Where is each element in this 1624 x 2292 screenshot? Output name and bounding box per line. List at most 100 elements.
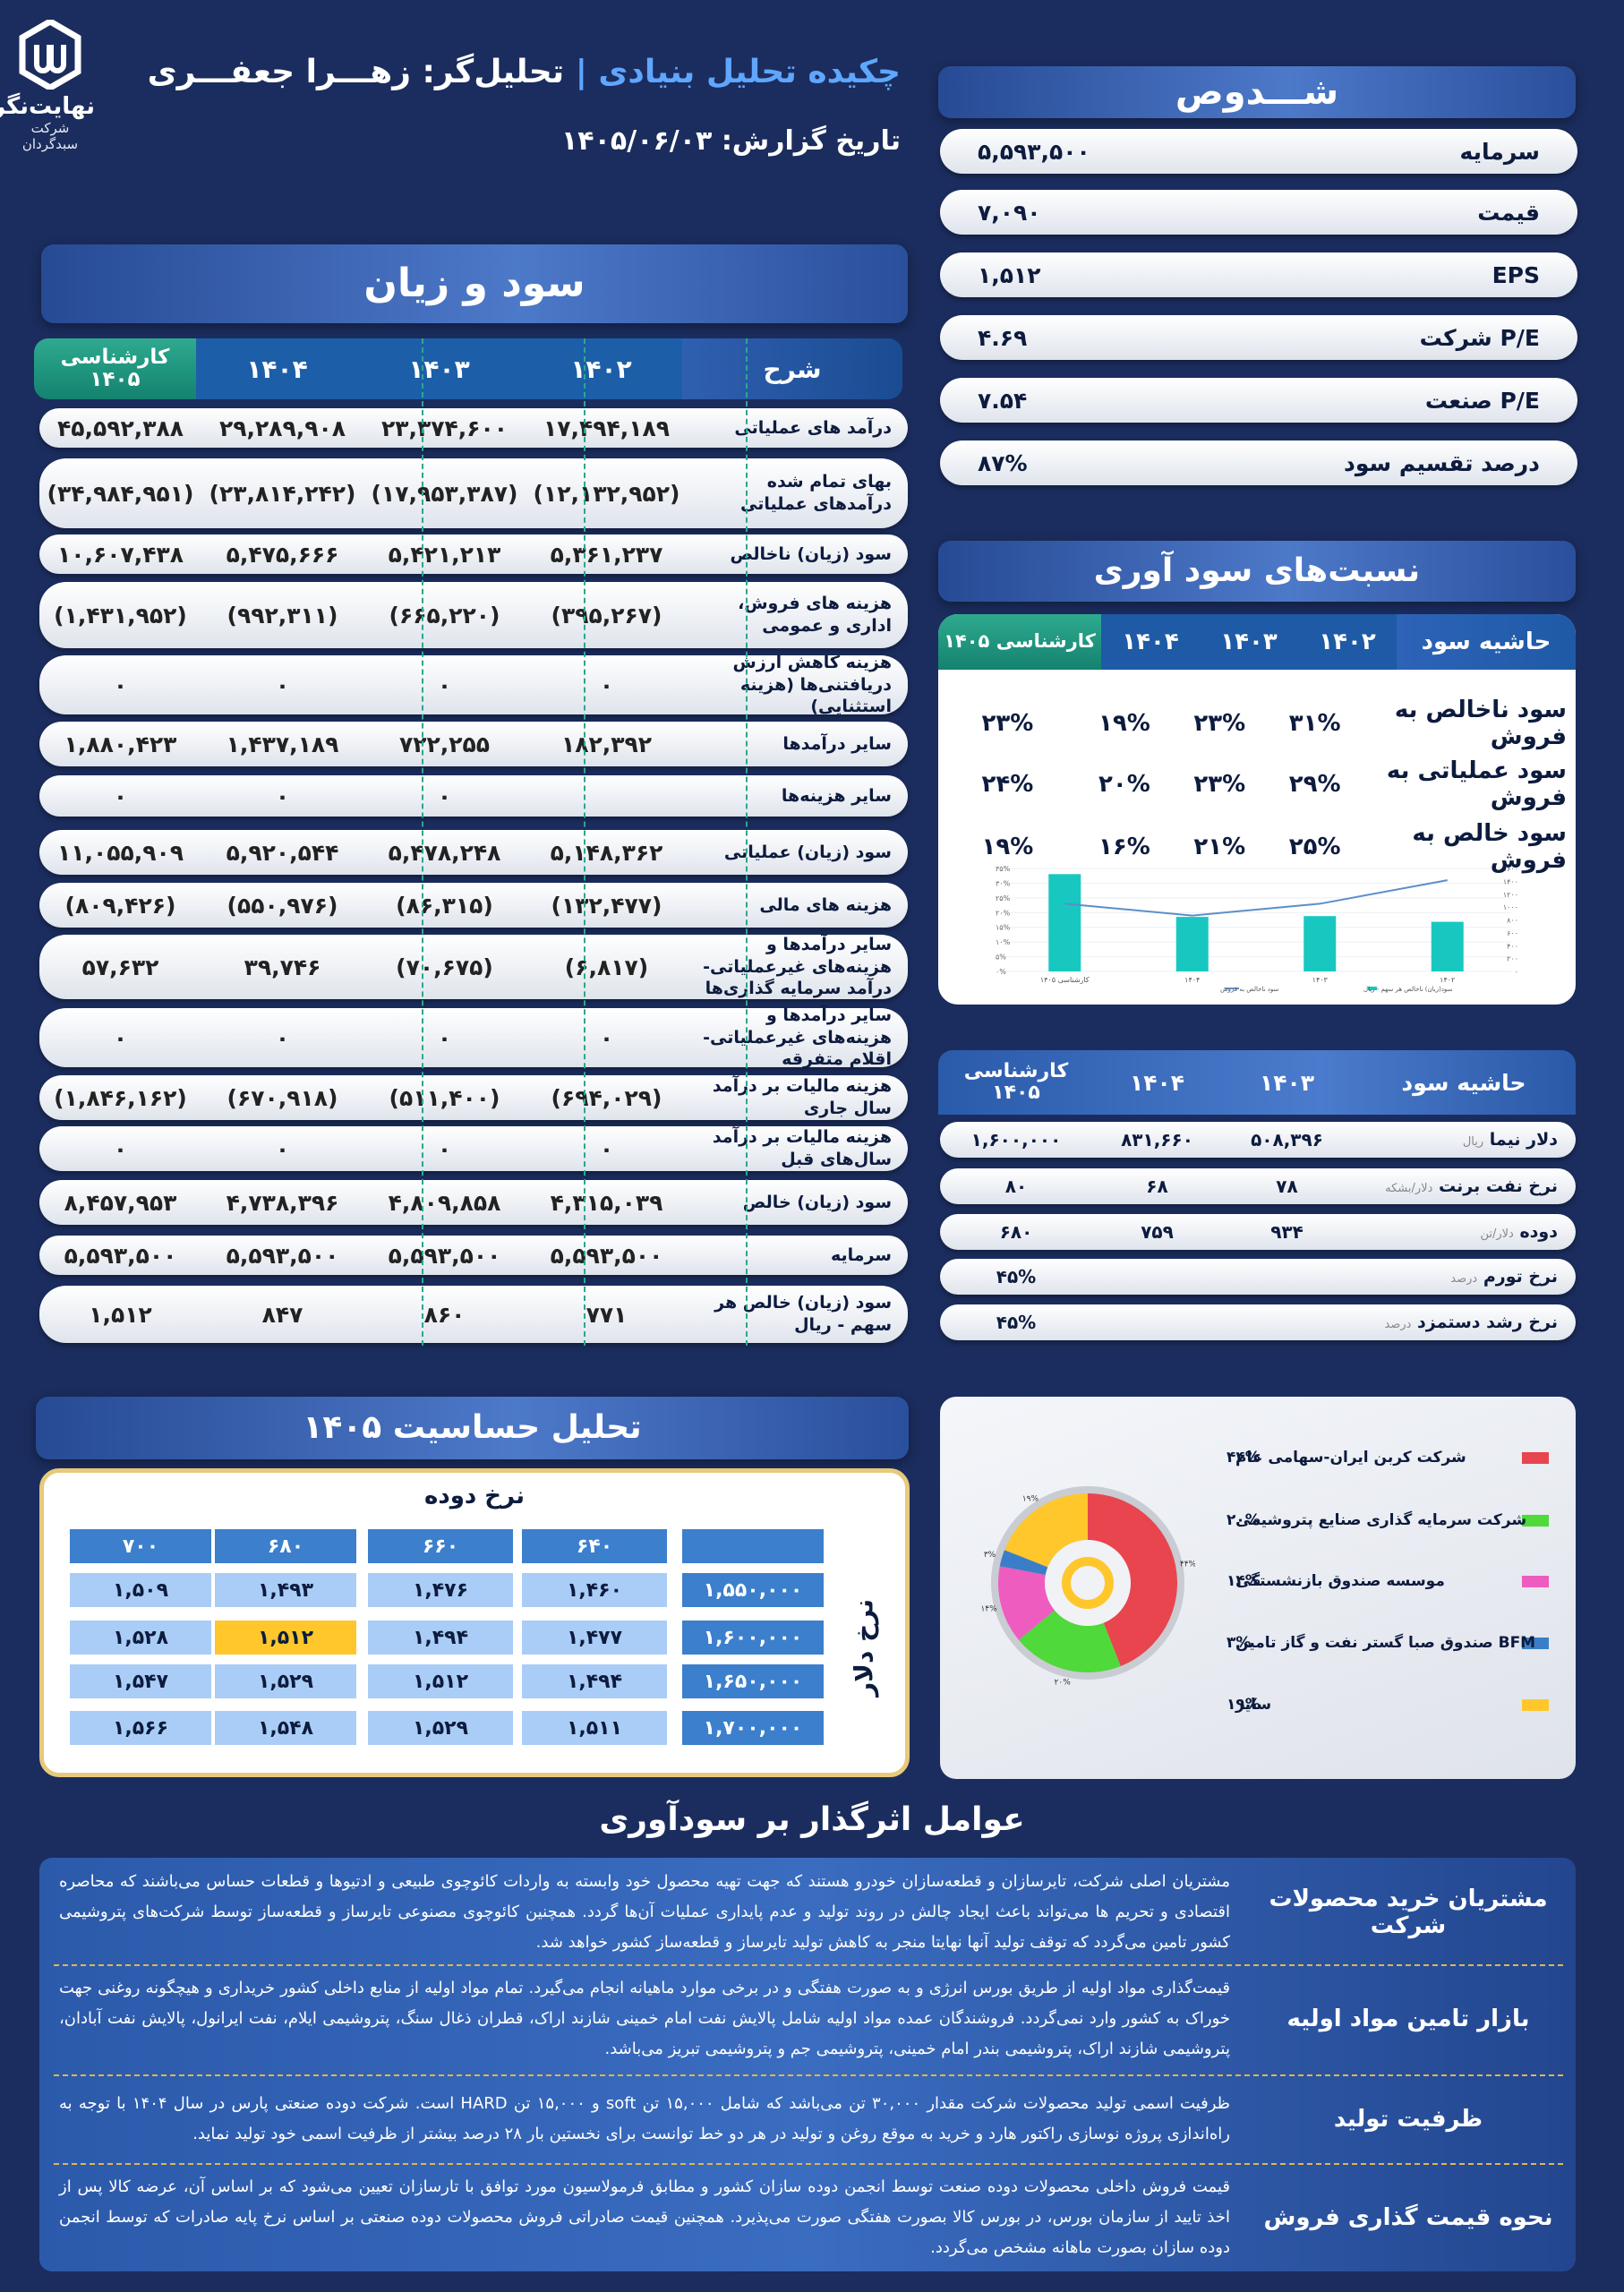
chart-right-tick: ۱۲۰۰	[1503, 891, 1518, 899]
pl-cell: ۰	[275, 783, 290, 809]
ownership-legend-item: BFM صندوق صبا گستر نفت و گاز تامین	[1235, 1634, 1549, 1652]
pl-cell: ۱۷,۴۹۴,۱۸۹	[543, 415, 671, 441]
assumption-cell: ۷۵۹	[1141, 1221, 1174, 1243]
ownership-name: سایر	[1235, 1696, 1272, 1714]
ratio-cell: ۱۹%	[1098, 710, 1150, 737]
assumption-cell: ۴۵%	[996, 1266, 1037, 1287]
pl-row-label: هزینه های فروش، اداری و عمومی	[738, 594, 892, 636]
ownership-donut-chart: ۴۴% ۲۰% ۱۴% ۳% ۱۹%	[980, 1486, 1195, 1687]
sensitivity-cell: ۱,۴۶۰	[522, 1573, 667, 1607]
pl-header-1403: ۱۴۰۳	[358, 338, 520, 399]
pl-row: سایر درآمدها و هزینه‌های غیرعملیاتی- درآ…	[39, 935, 908, 999]
pl-header-row: شرح ۱۴۰۲ ۱۴۰۳ ۱۴۰۴ کارشناسی ۱۴۰۵	[34, 338, 902, 399]
factor-title: ظرفیت تولید	[1333, 2106, 1483, 2133]
pl-row-label: سایر درآمدها	[782, 733, 892, 754]
assumption-unit: درصد	[1450, 1272, 1478, 1286]
ratio-label: سود ناخالص به فروش	[1394, 697, 1567, 750]
pl-row-label: هزینه مالیات بر درآمد سال‌های قبل	[712, 1127, 892, 1169]
donut-slice-label: ۲۰%	[1055, 1678, 1072, 1687]
chart-left-tick: ۰%	[996, 968, 1006, 976]
pl-cell: ۰	[113, 1135, 128, 1162]
pl-cell: (۵۵۰,۹۷۶)	[227, 892, 338, 919]
chart-left-tick: ۲۵%	[996, 894, 1011, 902]
pl-cell: ۱۰,۶۰۷,۴۳۸	[56, 541, 184, 568]
pl-cell: ۷۲۲,۲۵۵	[398, 731, 491, 757]
pl-cell: ۷۷۱	[585, 1301, 628, 1328]
ratio-cell: ۲۰%	[1098, 771, 1150, 798]
ratio-cell: ۲۳%	[1193, 710, 1246, 737]
sensitivity-row-header: ۱,۷۰۰,۰۰۰	[682, 1711, 824, 1745]
chart-left-tick: ۲۰%	[996, 909, 1011, 917]
pl-cell: ۴,۳۱۵,۰۳۹	[550, 1189, 663, 1216]
pl-cell: ۳۹,۷۴۶	[244, 954, 321, 980]
title-main: چکیده تحلیل بنیادی |	[575, 54, 901, 90]
sensitivity-row-header: ۱,۶۵۰,۰۰۰	[682, 1664, 824, 1698]
assumption-name: دلار نیما	[1489, 1130, 1558, 1150]
pl-cell: (۳۴,۹۸۴,۹۵۱)	[47, 480, 194, 507]
pl-column-divider	[746, 338, 748, 1346]
ownership-pct: ۴۴%	[1227, 1449, 1261, 1467]
assumption-label: دلار نیما ریال	[1352, 1130, 1576, 1150]
assumption-row: دلار نیما ریال ۵۰۸,۳۹۶ ۸۳۱,۶۶۰ ۱,۶۰۰,۰۰۰	[940, 1122, 1576, 1158]
sensitivity-cell: ۱,۴۷۷	[522, 1621, 667, 1655]
profitability-chart: ۰% ۵% ۱۰% ۱۵% ۲۰% ۲۵% ۳۰% ۳۵% ۰ ۲۰۰ ۴۰۰ ۶۰۰ ۸۰۰ ۱۰۰۰ ۱…	[996, 865, 1518, 993]
pl-cell: ۲۹,۲۸۹,۹۰۸	[218, 415, 346, 441]
pl-cell: ۲۳,۳۷۴,۶۰۰	[380, 415, 509, 441]
pl-row-label: سود (زیان) خالص	[742, 1192, 892, 1212]
pl-cell: ۸۴۷	[261, 1301, 303, 1328]
sensitivity-col-header: ۶۴۰	[522, 1529, 667, 1563]
shares-row: P/E شرکت ۴.۶۹	[940, 315, 1577, 360]
pl-header-1404: ۱۴۰۴	[196, 338, 358, 399]
pl-cell: ۱,۸۸۰,۴۲۳	[64, 731, 177, 757]
shares-label: درصد تقسیم سود	[1344, 449, 1540, 476]
sensitivity-col-header: ۶۶۰	[368, 1529, 513, 1563]
pl-cell: (۶۶۵,۲۲۰)	[389, 602, 500, 629]
chart-bar	[1175, 917, 1209, 971]
pl-row-label: سود (زیان) خالص هر سهم - ریال	[714, 1293, 892, 1335]
sensitivity-cell: ۱,۵۶۶	[70, 1711, 211, 1745]
chart-legend-bar-label: سود(زیان) ناخالص هر سهم - ریال	[1363, 986, 1453, 993]
ratio-cell: ۱۹%	[981, 834, 1034, 860]
sensitivity-cell: ۱,۴۹۳	[215, 1573, 356, 1607]
factor-text: مشتریان اصلی شرکت، تایرسازان و قطعه‌سازا…	[59, 1871, 1230, 1953]
ratio-cell: ۲۹%	[1288, 771, 1341, 798]
pl-row-label: سود (زیان) ناخالص	[730, 543, 892, 564]
factor-text: قیمت‌گذاری مواد اولیه از طریق بورس انرژی…	[59, 1978, 1230, 2059]
ratio-cell: ۲۱%	[1193, 834, 1246, 860]
factor-title: بازار تامین مواد اولیه	[1286, 2006, 1530, 2032]
pl-row: هزینه مالیات بر درآمد سال‌های قبل ۰ ۰ ۰ ۰	[39, 1126, 908, 1171]
chart-x-tick: ۱۴۰۴	[1184, 976, 1200, 984]
assumption-unit: ریال	[1462, 1135, 1484, 1149]
ownership-swatch	[1522, 1575, 1549, 1587]
sensitivity-col-header: ۶۸۰	[215, 1529, 356, 1563]
pl-cell: ۵,۵۹۳,۵۰۰	[226, 1242, 339, 1269]
pl-header-1405: کارشناسی ۱۴۰۵	[34, 338, 196, 399]
sensitivity-title: تحلیل حساسیت ۱۴۰۵	[36, 1397, 909, 1459]
sensitivity-cell: ۱,۵۲۹	[215, 1664, 356, 1698]
pl-row-label: هزینه کاهش ارزش دریافتنی‌ها (هزینه استثن…	[732, 652, 892, 717]
factor-title: نحوه قیمت گذاری فروش	[1263, 2204, 1553, 2231]
pl-cell: (۶,۸۱۷)	[564, 954, 649, 980]
assumption-cell: ۷۸	[1276, 1176, 1298, 1197]
ratios-header-1402: ۱۴۰۲	[1298, 614, 1397, 670]
assumption-row: نرخ رشد دستمزد درصد ۴۵%	[940, 1304, 1576, 1340]
ratio-label: سود عملیاتی به فروش	[1386, 757, 1567, 811]
pl-row: هزینه مالیات بر درآمد سال جاری (۶۹۴,۰۲۹) (…	[39, 1075, 908, 1120]
pl-row: هزینه های مالی (۱۳۲,۴۷۷) (۸۶,۳۱۵) (۵۵۰,۹۷۶)…	[39, 883, 908, 928]
pl-column-divider	[584, 338, 585, 1346]
pl-cell: (۸۰۹,۴۲۶)	[64, 892, 176, 919]
ownership-name: شرکت کربن ایران-سهامی عام	[1235, 1449, 1466, 1467]
ownership-legend-item: سایر	[1235, 1696, 1549, 1714]
assumption-unit: دلار/بشکه	[1385, 1182, 1433, 1195]
pl-cell: (۸۶,۳۱۵)	[396, 892, 493, 919]
assumption-unit: درصد	[1384, 1318, 1412, 1331]
pl-cell: ۱۱,۰۵۵,۹۰۹	[56, 839, 184, 866]
pl-cell: (۱۲,۱۳۲,۹۵۲)	[533, 480, 680, 507]
ownership-swatch	[1522, 1514, 1549, 1527]
ownership-swatch	[1522, 1698, 1549, 1711]
sensitivity-cell: ۱,۵۰۹	[70, 1573, 211, 1607]
chart-right-tick: ۰	[1515, 968, 1518, 976]
pl-cell: ۰	[113, 671, 128, 698]
sensitivity-cell: ۱,۴۹۴	[368, 1621, 513, 1655]
sensitivity-cell: ۱,۴۷۶	[368, 1573, 513, 1607]
